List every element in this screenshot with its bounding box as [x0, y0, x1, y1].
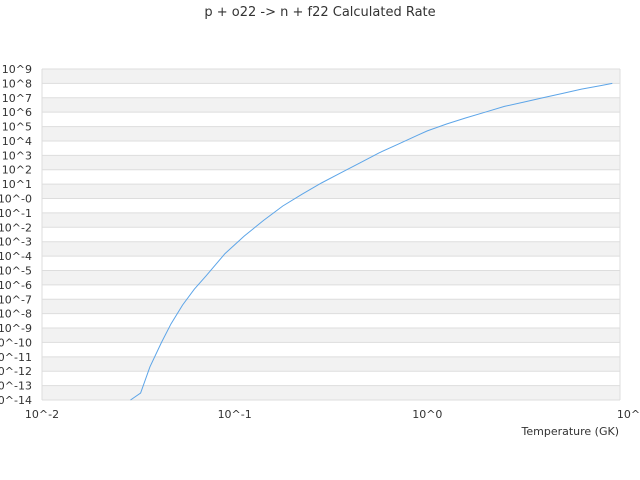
grid-band: [42, 140, 620, 156]
x-axis-label: Temperature (GK): [521, 425, 620, 438]
y-axis: 10^-1410^-13 10^-1210^-11 10^-1010^-910^-8…: [0, 63, 32, 407]
grid-band: [42, 155, 620, 170]
grid-band: [42, 270, 620, 285]
y-tick-label: 10^-8: [0, 308, 32, 321]
grid-band: [42, 284, 620, 300]
y-tick-label: 10^1: [2, 178, 32, 191]
chart-title: p + o22 -> n + f22 Calculated Rate: [204, 5, 435, 20]
y-tick-label: 10^-2: [0, 221, 32, 234]
y-tick-label: 10^4: [2, 135, 32, 148]
y-tick-label: 10^-9: [0, 322, 32, 335]
y-tick-label: 10^8: [2, 77, 32, 90]
grid-band: [42, 342, 620, 357]
y-tick-label: 10^-10: [0, 336, 32, 349]
grid-band: [42, 198, 620, 213]
grid-bands: [41, 68, 621, 401]
series-line: [130, 82, 613, 401]
grid-band: [42, 184, 620, 199]
y-tick-label: 10^-0: [0, 193, 32, 206]
x-axis: 10^-2 10^-1 10^0 10^1: [25, 408, 640, 421]
y-tick-label: 10^-7: [0, 293, 32, 306]
y-tick-label: 10^5: [2, 121, 32, 134]
y-tick-label: 10^-11: [0, 351, 32, 364]
grid-band: [42, 97, 620, 113]
grid-band: [42, 241, 620, 257]
grid-band: [42, 212, 620, 228]
grid-band: [42, 256, 620, 271]
grid-band: [42, 126, 620, 141]
grid-band: [42, 299, 620, 314]
grid-band: [42, 385, 620, 400]
y-tick-label: 10^-5: [0, 264, 32, 277]
grid-band: [42, 169, 620, 185]
y-tick-label: 10^-3: [0, 236, 32, 249]
y-tick-label: 10^-6: [0, 279, 32, 292]
grid-band: [42, 356, 620, 372]
y-tick-label: 10^2: [2, 164, 32, 177]
y-tick-label: 10^-4: [0, 250, 32, 263]
grid-band: [42, 328, 620, 343]
grid-band: [42, 69, 620, 84]
y-tick-label: 10^-14: [0, 394, 32, 407]
y-tick-label: 10^-13: [0, 380, 32, 393]
y-tick-label: 10^-1: [0, 207, 32, 220]
y-tick-label: 10^-12: [0, 365, 32, 378]
grid-band: [42, 83, 620, 98]
x-tick-label: 10^0: [412, 408, 442, 421]
grid-band: [42, 227, 620, 242]
grid-band: [42, 313, 620, 329]
grid-band: [42, 112, 620, 127]
y-tick-label: 10^9: [2, 63, 32, 76]
y-tick-label: 10^7: [2, 92, 32, 105]
x-tick-label: 10^-1: [218, 408, 252, 421]
y-tick-label: 10^3: [2, 149, 32, 162]
x-tick-label: 10^1: [617, 408, 640, 421]
x-tick-label: 10^-2: [25, 408, 59, 421]
grid-band: [42, 371, 620, 386]
y-tick-label: 10^6: [2, 106, 32, 119]
